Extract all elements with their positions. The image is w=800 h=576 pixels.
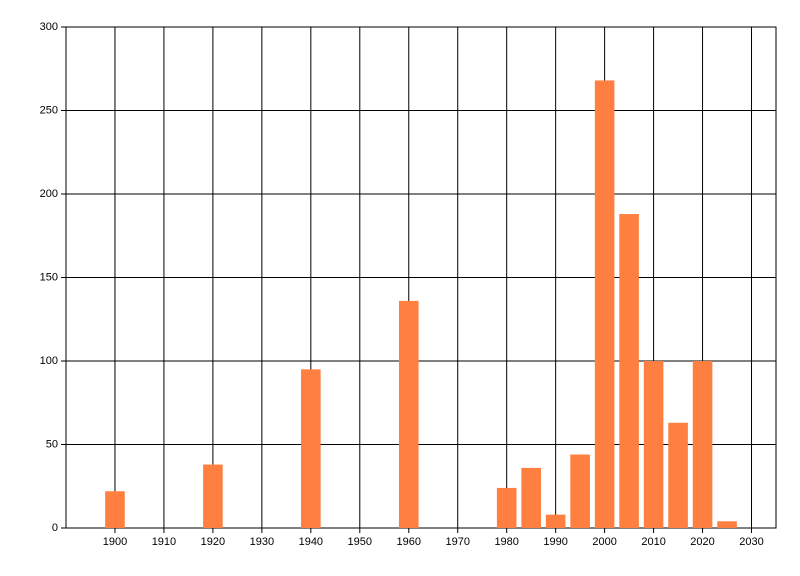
y-tick-label: 50 <box>46 438 58 450</box>
x-tick-label: 1910 <box>152 536 176 548</box>
bar <box>496 487 517 528</box>
x-tick-label: 2020 <box>690 536 714 548</box>
x-tick-label: 2030 <box>739 536 763 548</box>
x-tick-label: 1900 <box>103 536 127 548</box>
bar <box>203 464 223 528</box>
x-tick-label: 1920 <box>201 536 225 548</box>
bar <box>643 361 664 528</box>
bar <box>521 467 541 528</box>
x-tick-label: 1960 <box>397 536 421 548</box>
bar <box>717 521 737 528</box>
bar <box>570 454 590 528</box>
bar <box>619 214 639 529</box>
bar <box>594 80 615 528</box>
x-tick-label: 1950 <box>348 536 372 548</box>
y-tick-label: 300 <box>40 21 58 33</box>
y-tick-label: 250 <box>40 104 58 116</box>
x-tick-label: 1980 <box>494 536 518 548</box>
x-tick-label: 1940 <box>299 536 323 548</box>
x-tick-label: 1990 <box>543 536 567 548</box>
bar <box>545 514 566 528</box>
bar <box>105 491 125 528</box>
y-tick-label: 150 <box>40 271 58 283</box>
bar <box>668 422 688 528</box>
y-tick-label: 100 <box>40 355 58 367</box>
x-tick-label: 2010 <box>641 536 665 548</box>
y-tick-label: 0 <box>52 522 58 534</box>
y-tick-label: 200 <box>40 188 58 200</box>
bar <box>692 361 713 528</box>
bar <box>301 369 321 528</box>
x-tick-label: 2000 <box>592 536 616 548</box>
bar <box>398 300 419 528</box>
x-tick-label: 1930 <box>250 536 274 548</box>
x-tick-label: 1970 <box>445 536 469 548</box>
